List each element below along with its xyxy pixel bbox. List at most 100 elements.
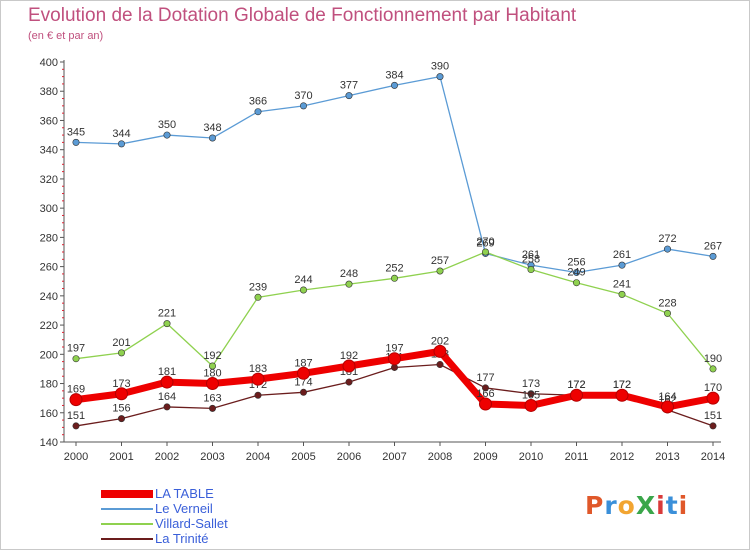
data-label-villard-sallet: 241 — [613, 278, 631, 290]
data-point-villard-sallet — [436, 267, 444, 275]
y-tick-label: 300 — [40, 203, 58, 215]
data-point-la-trinit- — [481, 384, 489, 392]
x-tick-label: 2002 — [155, 451, 179, 463]
x-tick-label: 2008 — [428, 451, 452, 463]
data-point-la-table — [206, 377, 219, 391]
series-line-le-verneil — [75, 75, 714, 274]
logo-letter: P — [585, 491, 605, 520]
data-point-villard-sallet — [118, 349, 126, 357]
data-label-la-table: 197 — [385, 343, 403, 355]
data-label-le-verneil: 261 — [613, 249, 631, 261]
x-tick-label: 2004 — [246, 451, 270, 463]
data-point-villard-sallet — [209, 362, 217, 370]
legend-swatch — [101, 522, 153, 525]
data-label-la-trinit-: 173 — [522, 378, 540, 390]
y-tick-label: 140 — [40, 437, 58, 449]
logo-letter: t — [665, 491, 679, 520]
legend-item-la-trinit-: La Trinité — [101, 531, 361, 546]
data-label-villard-sallet: 257 — [431, 255, 449, 267]
data-label-la-table: 172 — [567, 379, 585, 391]
data-point-la-table — [69, 393, 83, 407]
data-label-la-trinit-: 151 — [704, 410, 722, 422]
x-tick-label: 2009 — [473, 451, 497, 463]
data-label-la-trinit-: 164 — [158, 391, 176, 403]
y-tick-label: 400 — [40, 57, 58, 69]
data-label-la-table: 170 — [704, 382, 722, 394]
data-point-la-table — [706, 391, 720, 405]
logo-letter: r — [604, 491, 618, 520]
data-point-la-table — [524, 398, 538, 412]
data-label-la-table: 187 — [294, 357, 312, 369]
data-point-villard-sallet — [663, 309, 671, 317]
legend-swatch — [101, 507, 153, 510]
legend-swatch — [101, 489, 153, 498]
data-label-la-table: 169 — [67, 384, 85, 396]
data-label-la-trinit-: 172 — [613, 379, 631, 391]
data-label-villard-sallet: 258 — [522, 254, 540, 266]
data-label-le-verneil: 348 — [203, 122, 221, 134]
data-point-la-trinit- — [254, 391, 262, 399]
y-tick-label: 360 — [40, 115, 58, 127]
data-label-la-table: 164 — [658, 391, 676, 403]
data-label-la-table: 183 — [249, 363, 267, 375]
legend-item-la-table: LA TABLE — [101, 486, 361, 501]
data-point-la-trinit- — [709, 422, 717, 430]
y-tick-label: 320 — [40, 174, 58, 186]
data-label-la-trinit-: 172 — [567, 379, 585, 391]
data-point-le-verneil — [254, 108, 262, 116]
data-point-la-trinit- — [163, 403, 171, 411]
x-tick-label: 2012 — [610, 451, 634, 463]
data-label-le-verneil: 370 — [294, 90, 312, 102]
data-label-villard-sallet: 197 — [67, 343, 85, 355]
y-tick-label: 340 — [40, 145, 58, 157]
data-point-la-table — [479, 397, 492, 411]
x-tick-label: 2013 — [655, 451, 679, 463]
legend-label: LA TABLE — [155, 486, 214, 501]
data-label-la-table: 165 — [522, 389, 540, 401]
chart-title: Evolution de la Dotation Globale de Fonc… — [28, 5, 577, 26]
data-point-le-verneil — [299, 102, 307, 110]
y-tick-label: 240 — [40, 291, 58, 303]
data-label-villard-sallet: 192 — [203, 350, 221, 362]
data-label-la-trinit-: 156 — [112, 403, 130, 415]
data-label-la-table: 166 — [476, 388, 494, 400]
data-label-villard-sallet: 221 — [158, 308, 176, 320]
data-label-villard-sallet: 270 — [476, 236, 494, 248]
data-point-la-trinit- — [72, 422, 80, 430]
data-label-le-verneil: 256 — [567, 256, 585, 268]
logo-letter: i — [656, 491, 666, 520]
logo-letter: i — [678, 491, 689, 520]
x-tick-label: 2010 — [519, 451, 543, 463]
data-point-la-trinit- — [390, 363, 398, 371]
data-label-villard-sallet: 249 — [567, 267, 585, 279]
x-tick-label: 2007 — [382, 451, 406, 463]
x-tick-label: 2006 — [337, 451, 361, 463]
data-point-la-table — [661, 400, 674, 414]
data-point-la-table — [115, 387, 128, 401]
data-point-villard-sallet — [254, 293, 262, 301]
data-label-villard-sallet: 248 — [340, 268, 358, 280]
x-tick-label: 2005 — [291, 451, 315, 463]
data-label-la-trinit-: 151 — [67, 410, 85, 422]
legend-label: Villard-Sallet — [155, 516, 228, 531]
data-point-la-table — [297, 366, 310, 380]
data-label-le-verneil: 366 — [249, 96, 267, 108]
data-label-le-verneil: 267 — [704, 240, 722, 252]
data-label-le-verneil: 261 — [522, 249, 540, 261]
data-point-le-verneil — [709, 252, 717, 260]
data-label-villard-sallet: 228 — [658, 297, 676, 309]
data-point-villard-sallet — [618, 290, 626, 298]
data-label-le-verneil: 390 — [431, 61, 449, 73]
chart-legend: LA TABLE Le Verneil Villard-Sallet La Trini… — [101, 486, 361, 546]
data-label-la-table: 192 — [340, 350, 358, 362]
legend-label: La Trinité — [155, 531, 209, 546]
data-label-le-verneil: 384 — [385, 69, 403, 81]
legend-item-villard-sallet: Villard-Sallet — [101, 516, 361, 531]
data-point-le-verneil — [436, 73, 444, 81]
logo-letter: o — [617, 491, 636, 520]
data-point-la-trinit- — [436, 361, 444, 369]
proxiti-logo: ProXiti — [585, 491, 688, 520]
data-point-la-trinit- — [345, 378, 353, 386]
